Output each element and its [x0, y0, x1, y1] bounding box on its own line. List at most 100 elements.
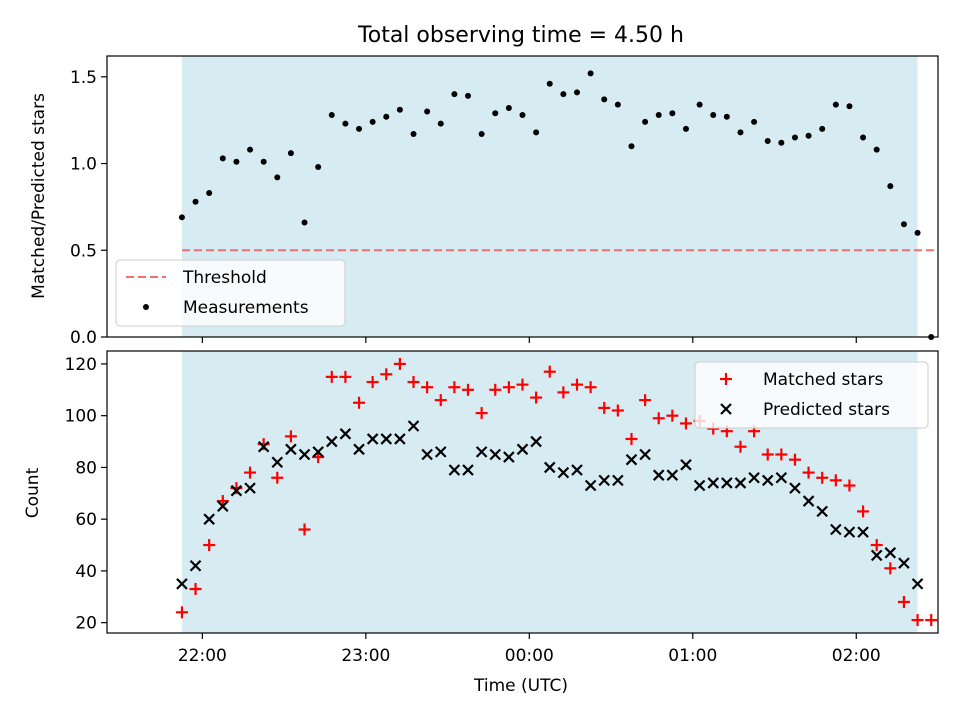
predicted-point	[898, 557, 910, 569]
predicted-point	[176, 578, 188, 590]
predicted-point	[598, 474, 611, 487]
matched-point	[298, 523, 311, 536]
bottom-y-tick-label: 120	[65, 355, 97, 375]
measurement-point	[601, 96, 608, 103]
measurement-point	[682, 125, 689, 132]
measurement-point	[764, 137, 771, 144]
measurement-point	[451, 91, 458, 98]
top-legend-box	[115, 259, 346, 327]
matched-point	[734, 440, 747, 453]
bottom-y-tick-label: 100	[65, 407, 97, 427]
matched-point	[516, 378, 529, 391]
predicted-point	[802, 495, 815, 507]
predicted-point-b	[625, 453, 638, 466]
predicted-point-b	[707, 477, 719, 489]
matched-point	[679, 417, 692, 430]
bottom-x-tick-label: 00:00	[505, 646, 554, 666]
matched-point	[829, 474, 842, 487]
bottom-x-axis: 22:00 23:00 00:00 01:00 02:00	[178, 633, 881, 666]
predicted-point-b	[421, 448, 433, 461]
predicted-point-b	[721, 477, 733, 489]
predicted-point-b	[830, 523, 842, 536]
predicted-point-b	[366, 433, 379, 445]
measurement-point	[396, 106, 403, 113]
measurement-point	[424, 108, 431, 115]
predicted-point-b	[339, 428, 352, 440]
predicted-point-b	[271, 456, 284, 469]
predicted-point-b	[543, 461, 556, 474]
matched-point	[393, 357, 406, 370]
predicted-point-b	[189, 559, 202, 572]
matched-point	[625, 432, 638, 445]
matched-point	[843, 479, 856, 492]
predicted-point	[298, 448, 311, 461]
matched-point	[475, 407, 488, 420]
top-legend: Threshold Measurements	[115, 259, 346, 327]
predicted-point-b	[230, 484, 243, 497]
predicted-point-b	[911, 578, 924, 590]
matched-point	[175, 606, 188, 619]
measurement-point	[642, 118, 649, 125]
bottom-x-tick-label: 22:00	[178, 646, 227, 666]
predicted-point-b	[434, 446, 447, 458]
bottom-x-label: Time (UTC)	[473, 676, 568, 696]
measurement-point	[573, 89, 580, 96]
measurement-point	[751, 118, 758, 125]
bottom-panel: 20 40 60 80 100 120 22:00 23:00 00:00 01:00 02:00…	[23, 350, 939, 696]
predicted-point	[857, 526, 869, 538]
predicted-point	[693, 479, 706, 492]
matched-point	[489, 383, 502, 396]
predicted-point-b	[680, 459, 692, 471]
matched-point	[897, 595, 910, 608]
measurement-point	[587, 70, 594, 77]
predicted-point-b	[380, 433, 393, 445]
measurement-point	[669, 110, 676, 117]
predicted-point-b	[217, 500, 229, 513]
predicted-point-b	[394, 433, 406, 445]
measurement-point	[737, 129, 744, 136]
matched-point	[244, 466, 257, 479]
predicted-point	[775, 471, 788, 484]
top-y-tick-label: 0.5	[70, 241, 97, 261]
predicted-point-b	[298, 448, 311, 461]
matched-point	[857, 505, 870, 518]
predicted-point	[625, 453, 638, 466]
predicted-point-b	[598, 474, 611, 487]
top-panel: 0.0 0.5 1.0 1.5 Matched/Predicted stars Thr…	[29, 55, 939, 348]
predicted-point	[652, 469, 665, 481]
predicted-point-b	[326, 435, 338, 448]
predicted-point	[612, 474, 624, 487]
matched-point	[788, 453, 801, 466]
measurement-point	[383, 113, 390, 120]
predicted-point-b	[612, 474, 624, 487]
bottom-axes-frame	[106, 350, 939, 634]
matched-point	[407, 376, 420, 389]
predicted-point	[571, 464, 583, 476]
legend-predicted-label: Predicted stars	[763, 400, 890, 420]
predicted-point-b	[748, 471, 760, 484]
predicted-point-b	[652, 469, 665, 481]
measurement-point	[628, 143, 635, 150]
matched-point	[611, 404, 624, 417]
measurement-point	[410, 131, 417, 138]
matched-point	[666, 409, 679, 422]
predicted-point-b	[761, 474, 774, 487]
bottom-y-label: Count	[23, 467, 43, 518]
matched-point	[652, 412, 665, 425]
measurement-point	[356, 125, 363, 132]
predicted-point-b	[244, 482, 256, 494]
legend-predicted-swatch	[720, 403, 732, 415]
measurement-point	[819, 125, 826, 132]
matched-point	[584, 381, 597, 394]
matched-point	[434, 394, 447, 407]
predicted-point	[503, 451, 515, 463]
predicted-point-b	[571, 464, 583, 476]
predicted-point-b	[775, 471, 788, 484]
predicted-point	[721, 477, 733, 489]
measurement-point	[274, 174, 281, 181]
predicted-point-b	[475, 446, 488, 458]
measurement-point	[778, 139, 785, 146]
predicted-point	[639, 448, 651, 461]
matched-point	[557, 386, 570, 399]
